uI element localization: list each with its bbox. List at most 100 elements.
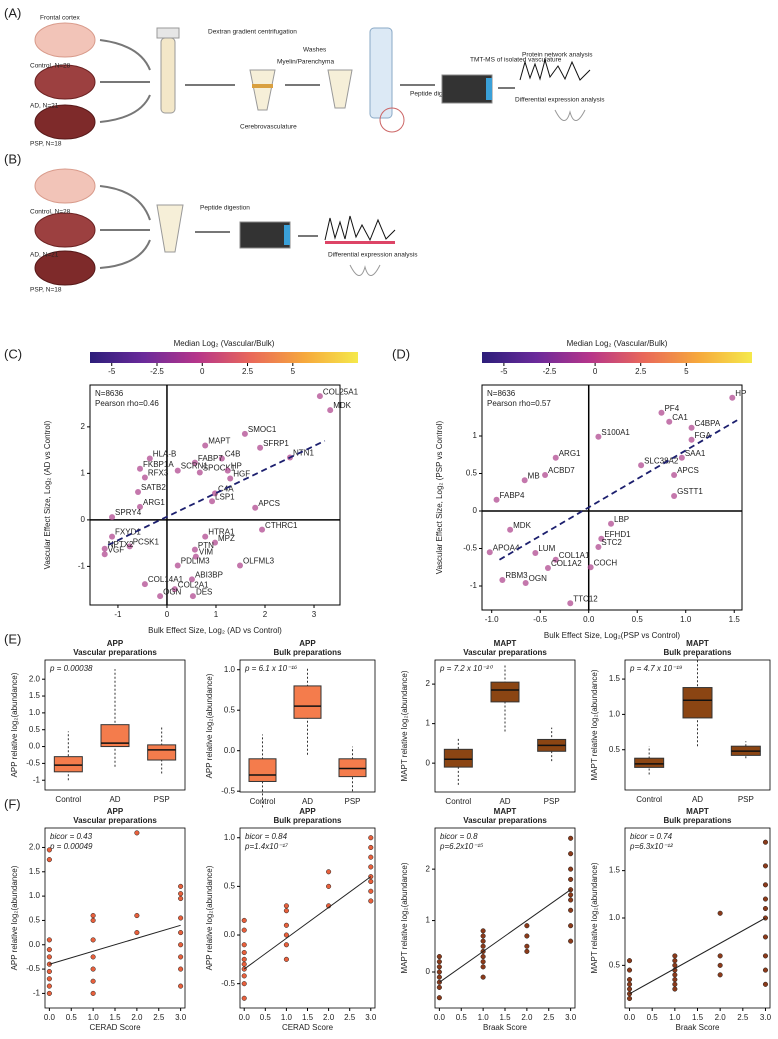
- point-label: FABP4: [500, 491, 525, 500]
- annotation: Pearson rho=0.57: [487, 399, 551, 408]
- point: [109, 533, 116, 540]
- point: [241, 917, 247, 923]
- point: [90, 917, 96, 923]
- colorbar-tick-label: -2.5: [543, 367, 557, 376]
- chart-title: APP: [299, 807, 316, 816]
- x-tick-label: 0.5: [456, 1013, 468, 1022]
- panel-label: (A): [4, 5, 21, 20]
- point: [241, 430, 248, 437]
- point-label: APCS: [677, 466, 699, 475]
- y-tick-label: 1: [426, 719, 431, 728]
- point: [46, 937, 52, 943]
- annotation: bicor = 0.74: [630, 832, 673, 841]
- point: [568, 923, 574, 929]
- point: [46, 857, 52, 863]
- point: [146, 455, 153, 462]
- point-label: HP: [735, 389, 746, 398]
- point: [368, 864, 374, 870]
- point-label: COL2A1: [178, 580, 209, 589]
- point: [188, 576, 195, 583]
- point: [587, 564, 594, 571]
- y-axis-label: APP relative log₂(abundance): [205, 865, 214, 970]
- point-label: SATB2: [141, 483, 166, 492]
- x-tick-label: 3.0: [365, 1013, 377, 1022]
- point: [241, 973, 247, 979]
- x-tick-label: -0.5: [533, 615, 547, 624]
- x-tick-label: 0.5: [66, 1013, 78, 1022]
- point: [672, 986, 678, 992]
- point-label: MDK: [513, 521, 531, 530]
- brain: [34, 212, 96, 248]
- y-tick-label: 1.0: [29, 891, 41, 900]
- point: [368, 854, 374, 860]
- x-tick-label: 1.0: [478, 1013, 490, 1022]
- point: [717, 962, 723, 968]
- plot-frame: [239, 659, 376, 793]
- x-tick-label: 1.5: [729, 615, 741, 624]
- box: [53, 756, 83, 773]
- point-label: FGA: [695, 431, 712, 440]
- chart-subtitle: Vascular preparations: [463, 816, 547, 825]
- point: [436, 954, 442, 960]
- colorbar-title: Median Log₂ (Vascular/Bulk): [567, 339, 668, 348]
- y-axis-label: APP relative log₂(abundance): [10, 672, 19, 777]
- point: [717, 953, 723, 959]
- point: [212, 539, 218, 546]
- point: [109, 514, 116, 521]
- point: [595, 433, 602, 440]
- point: [688, 424, 695, 431]
- point: [218, 455, 225, 462]
- panel-label: (C): [4, 346, 22, 361]
- x-tick-label: 3.0: [565, 1013, 577, 1022]
- point: [283, 903, 289, 909]
- x-tick-label: AD: [302, 797, 313, 806]
- point: [189, 593, 196, 600]
- x-tick-label: 3.0: [175, 1013, 187, 1022]
- y-tick-label: -1: [33, 775, 41, 784]
- y-tick-label: 1: [81, 468, 86, 477]
- point: [762, 981, 769, 987]
- x-axis-label: CERAD Score: [89, 1023, 141, 1032]
- y-tick-label: 0.5: [609, 745, 621, 754]
- point: [552, 454, 559, 461]
- point-label: LUM: [538, 544, 555, 553]
- label: Myelin/Parenchyma: [277, 59, 334, 66]
- point-label: APCS: [258, 499, 280, 508]
- point: [626, 986, 633, 992]
- point: [521, 477, 528, 484]
- chart-subtitle: Bulk preparations: [663, 816, 732, 825]
- plot-frame: [44, 659, 186, 791]
- volcano: [349, 264, 381, 276]
- point: [134, 930, 140, 936]
- x-tick-label: 0: [165, 610, 170, 619]
- point: [672, 972, 678, 978]
- point-label: NTN1: [293, 449, 314, 458]
- point-label: HLA-B: [153, 450, 177, 459]
- point-label: HGF: [233, 470, 250, 479]
- colorbar: [90, 352, 358, 363]
- point: [326, 869, 332, 875]
- chart-subtitle: Bulk preparations: [273, 648, 342, 657]
- y-tick-label: 0.5: [224, 705, 236, 714]
- point: [191, 546, 198, 553]
- y-axis-label: Vascular Effect Size, Log₂ (PSP vs Contr…: [435, 420, 444, 574]
- point: [259, 526, 266, 533]
- point: [178, 883, 184, 889]
- plot-frame: [624, 827, 771, 1009]
- y-tick-label: 1.5: [609, 674, 621, 683]
- point-label: COL1A2: [551, 559, 582, 568]
- point: [174, 562, 181, 569]
- point-label: PTN: [198, 541, 214, 550]
- point: [568, 907, 574, 913]
- point: [568, 892, 574, 898]
- panel-label: (E): [4, 631, 21, 646]
- point-label: ARG1: [143, 498, 165, 507]
- y-tick-label: -0.5: [26, 964, 40, 973]
- point: [90, 937, 96, 943]
- x-tick-label: 3.0: [760, 1013, 772, 1022]
- point-label: SPRY4: [115, 508, 142, 517]
- brain: [34, 104, 96, 140]
- annotation: bicor = 0.43: [50, 832, 93, 841]
- tube: [156, 204, 184, 253]
- box: [443, 748, 473, 768]
